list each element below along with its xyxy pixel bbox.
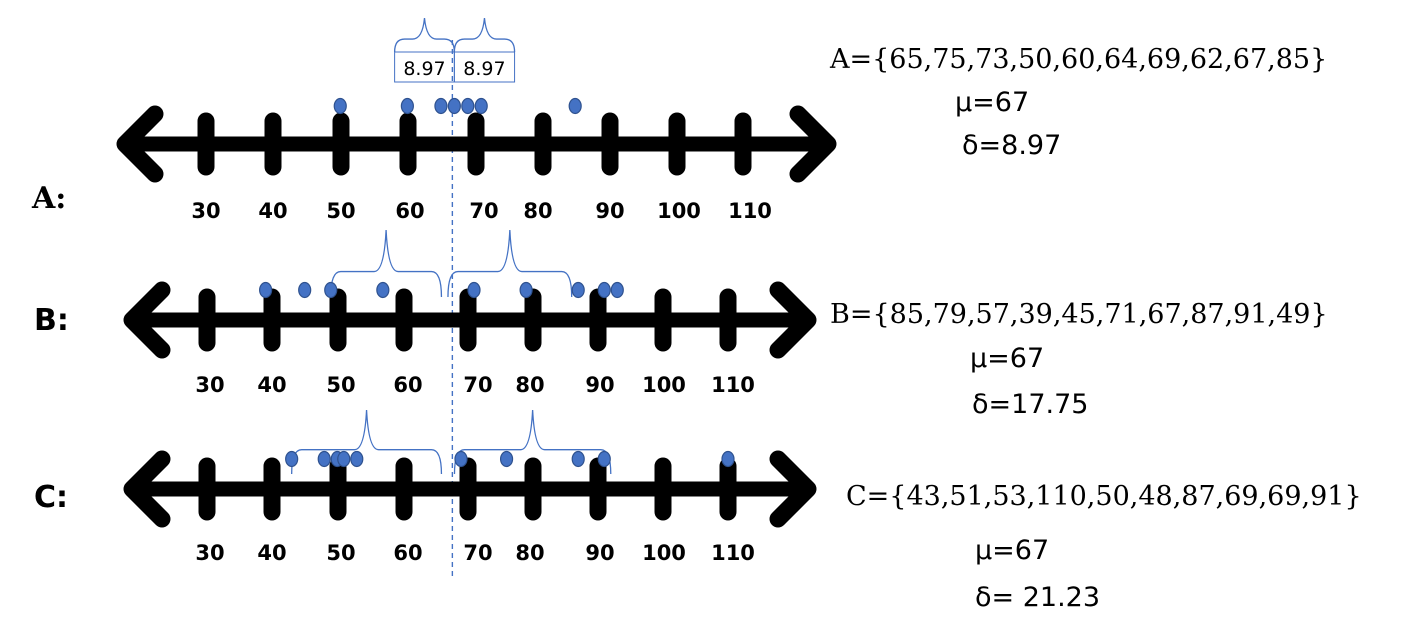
dots-a [333,97,582,115]
brace-label: 8.97 [463,58,505,80]
tick-label: 70 [463,541,492,565]
spread-brace [330,229,443,298]
tick-label: 50 [326,541,355,565]
data-point [467,281,481,299]
mu-text-a: μ=67 [955,87,1029,118]
data-point [454,450,468,468]
spread-brace [291,409,443,475]
row-b: B: 30 40 50 60 70 80 90 100 110 B={85,79,57,39,4… [34,229,1328,420]
tick-label: 40 [257,373,286,397]
axis-a: 30 40 50 60 70 80 90 100 110 [116,105,837,223]
tick-label: 40 [257,541,286,565]
delta-text-a: δ=8.97 [962,130,1061,161]
data-point [568,97,582,115]
data-point [285,450,299,468]
data-point [447,97,461,115]
tick-label: 90 [595,199,624,223]
data-point [350,450,364,468]
data-point [721,450,735,468]
tick-label: 100 [642,373,686,397]
data-point [434,97,448,115]
data-point [400,97,414,115]
row-c: C: 30 40 50 60 70 80 90 100 110 C={43,51,53,110,… [34,409,1362,613]
row-label-a: A: [31,181,66,216]
tick-label: 60 [395,199,424,223]
brace-label-box [453,51,516,83]
data-point [474,97,488,115]
tick-label: 90 [585,541,614,565]
tick-label: 110 [711,373,755,397]
tick-label: 110 [711,541,755,565]
tick-label: 50 [326,199,355,223]
braces-b [330,229,573,298]
mu-text-b: μ=67 [970,343,1044,374]
row-label-c: C: [34,480,68,515]
data-point [376,281,390,299]
tick-label: 80 [523,199,552,223]
tick-label: 100 [657,199,701,223]
tick-label: 70 [469,199,498,223]
set-text-b: B={85,79,57,39,45,71,67,87,91,49} [830,299,1328,330]
left-arrow-icon [123,281,171,359]
set-text-c: C={43,51,53,110,50,48,87,69,69,91} [846,481,1362,512]
tick-label: 60 [393,541,422,565]
right-arrow-icon [769,281,817,359]
tick-label: 30 [195,373,224,397]
tick-label: 30 [195,541,224,565]
braces-a: 8.97 8.97 [393,17,516,83]
set-text-a: A={65,75,73,50,60,64,69,62,67,85} [829,44,1327,75]
data-point [259,281,273,299]
spread-brace [447,229,573,298]
tick-label: 110 [728,199,772,223]
data-point [519,281,533,299]
tick-label: 90 [585,373,614,397]
spread-brace [393,17,456,53]
data-point [597,450,611,468]
row-label-b: B: [34,303,69,338]
data-point [571,450,585,468]
left-arrow-icon [123,450,171,528]
data-point [610,281,624,299]
data-point [317,450,331,468]
tick-label: 80 [515,541,544,565]
delta-text-b: δ=17.75 [972,389,1088,420]
right-arrow-icon [769,450,817,528]
data-point [597,281,611,299]
data-point [499,450,514,468]
tick-label: 70 [463,373,492,397]
mu-text-c: μ=67 [975,535,1049,566]
data-point [298,281,312,299]
data-point [333,97,347,115]
axis-b: 30 40 50 60 70 80 90 100 110 [123,281,817,397]
brace-label: 8.97 [403,58,445,80]
spread-brace [453,17,516,53]
delta-text-c: δ= 21.23 [975,582,1100,613]
axis-c: 30 40 50 60 70 80 90 100 110 [123,450,817,565]
data-point [571,281,585,299]
tick-label: 80 [515,373,544,397]
tick-label: 50 [326,373,355,397]
tick-label: 40 [258,199,287,223]
data-point [337,450,351,468]
row-a: A: 30 40 50 60 70 80 90 100 110 8.97 8.97 A={65,7… [31,17,1327,223]
left-arrow-icon [116,105,164,183]
right-arrow-icon [789,105,837,183]
tick-label: 100 [642,541,686,565]
dots-c [285,450,735,468]
data-point [324,281,338,299]
tick-label: 30 [191,199,220,223]
tick-label: 60 [393,373,422,397]
data-point [461,97,475,115]
dots-b [259,281,624,299]
